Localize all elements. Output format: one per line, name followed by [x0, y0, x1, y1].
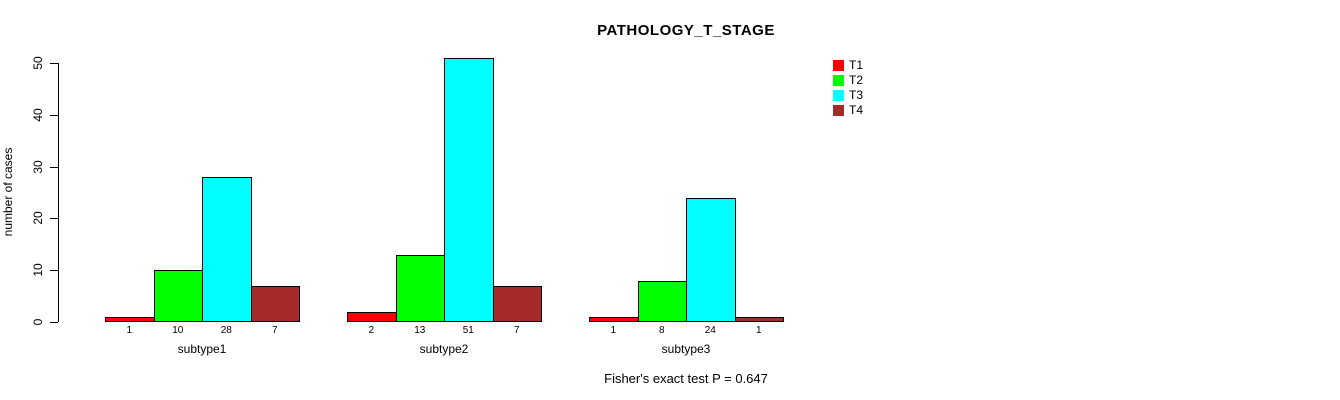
legend-swatch-T2 — [833, 75, 844, 86]
y-axis-tick — [50, 322, 58, 323]
y-axis-tick-label: 50 — [31, 56, 45, 70]
legend-item-T2: T2 — [833, 73, 863, 88]
group-label-subtype2: subtype2 — [419, 342, 469, 356]
bar-value-label-subtype1-T2: 10 — [172, 325, 184, 336]
y-axis-tick-label: 0 — [31, 318, 45, 326]
legend: T1 T2 T3 T4 — [833, 58, 863, 118]
bar-value-label-subtype1-T1: 1 — [126, 325, 133, 336]
legend-swatch-T3 — [833, 90, 844, 101]
legend-item-T3: T3 — [833, 88, 863, 103]
bar-subtype2-T3 — [444, 57, 494, 322]
legend-item-T1: T1 — [833, 58, 863, 73]
y-axis-tick — [50, 166, 58, 168]
bar-subtype2-T4 — [492, 285, 542, 322]
y-axis-tick — [50, 270, 58, 272]
bar-subtype1-T2 — [153, 270, 203, 322]
bar-subtype1-T1 — [105, 316, 155, 322]
legend-label-T2: T2 — [849, 73, 864, 87]
bar-value-label-subtype2-T3: 51 — [462, 325, 474, 336]
bar-subtype3-T3 — [686, 197, 736, 322]
bar-subtype2-T1 — [347, 311, 397, 322]
bar-value-label-subtype1-T3: 28 — [220, 325, 232, 336]
y-axis-tick-label: 20 — [31, 211, 45, 226]
annotation-fisher-test: Fisher's exact test P = 0.647 — [604, 371, 768, 386]
legend-item-T4: T4 — [833, 103, 863, 118]
bar-value-label-subtype3-T2: 8 — [658, 325, 665, 336]
chart-title: PATHOLOGY_T_STAGE — [597, 22, 775, 39]
y-axis-tick — [50, 63, 58, 64]
bar-subtype3-T2 — [637, 280, 687, 322]
y-axis-line — [58, 63, 59, 322]
legend-label-T4: T4 — [849, 103, 864, 117]
y-axis-tick-label: 10 — [31, 263, 45, 277]
bar-value-label-subtype3-T4: 1 — [755, 325, 762, 336]
bar-value-label-subtype2-T4: 7 — [513, 325, 520, 336]
group-label-subtype1: subtype1 — [177, 342, 227, 356]
bar-value-label-subtype2-T2: 13 — [414, 325, 426, 336]
y-axis-tick-label: 30 — [31, 159, 45, 174]
y-axis-label: number of cases — [1, 147, 15, 237]
bar-value-label-subtype3-T1: 1 — [610, 325, 617, 336]
y-axis-tick-label: 40 — [31, 108, 45, 122]
y-axis-tick — [50, 114, 58, 116]
bar-subtype2-T2 — [395, 254, 445, 322]
group-label-subtype3: subtype3 — [661, 342, 711, 356]
bar-subtype3-T4 — [734, 316, 784, 322]
bar-subtype1-T4 — [250, 285, 300, 322]
legend-label-T3: T3 — [849, 88, 864, 102]
legend-label-T1: T1 — [849, 58, 864, 72]
legend-swatch-T4 — [833, 105, 844, 116]
y-axis-tick — [50, 218, 58, 220]
legend-swatch-T1 — [833, 60, 844, 71]
bar-subtype3-T1 — [589, 316, 639, 322]
bar-subtype1-T3 — [202, 176, 252, 322]
bar-value-label-subtype1-T4: 7 — [271, 325, 278, 336]
bar-value-label-subtype3-T3: 24 — [704, 325, 716, 336]
bar-value-label-subtype2-T1: 2 — [368, 325, 375, 336]
